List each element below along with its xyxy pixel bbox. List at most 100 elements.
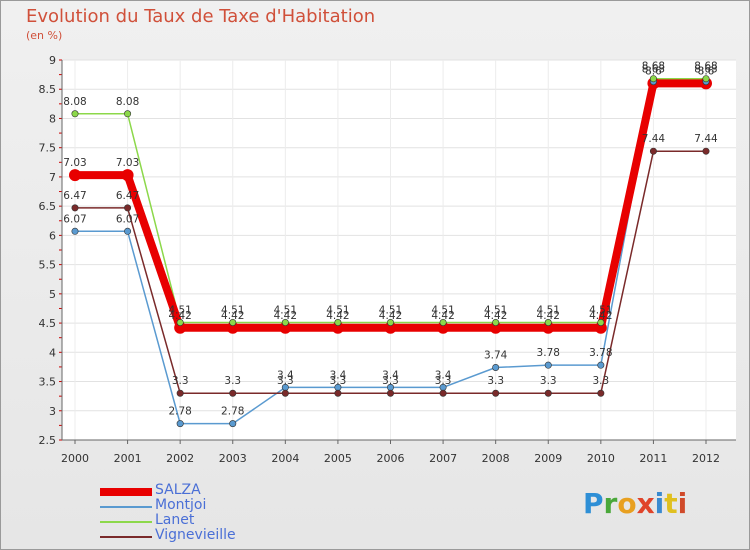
data-label-lanet: 8.08	[63, 96, 86, 108]
y-tick-label: 6	[49, 229, 56, 242]
data-label-lanet: 4.51	[168, 304, 191, 316]
data-point-lanet	[597, 318, 605, 326]
data-point-vignevieille	[544, 389, 552, 397]
data-point-salza	[542, 321, 555, 334]
legend-swatch-lanet	[100, 521, 152, 523]
data-point-vignevieille	[702, 147, 710, 155]
data-point-lanet	[334, 318, 342, 326]
y-tick-label: 5.5	[39, 259, 57, 272]
y-tick-label: 5	[49, 288, 56, 301]
data-point-montjoi	[492, 364, 500, 372]
data-label-montjoi: 3.4	[382, 369, 399, 381]
data-label-lanet: 4.51	[379, 304, 402, 316]
x-tick-label: 2008	[482, 452, 510, 465]
data-label-montjoi: 3.4	[277, 369, 294, 381]
data-label-montjoi: 8.63	[694, 64, 717, 76]
data-label-lanet: 4.51	[274, 304, 297, 316]
data-label-salza: 4.42	[537, 310, 560, 322]
x-tick-label: 2012	[692, 452, 720, 465]
data-label-vignevieille: 6.47	[116, 190, 139, 202]
y-tick-label: 4	[49, 346, 56, 359]
data-point-montjoi	[71, 227, 79, 235]
data-point-vignevieille	[124, 204, 132, 212]
data-label-vignevieille: 7.44	[694, 133, 718, 145]
data-point-salza	[331, 321, 344, 334]
data-point-salza	[69, 169, 81, 182]
data-label-vignevieille: 3.3	[224, 375, 241, 387]
data-label-montjoi: 6.07	[63, 213, 86, 225]
data-label-montjoi: 6.07	[116, 213, 139, 225]
logo-letter: P	[583, 487, 604, 520]
data-point-montjoi	[597, 361, 605, 369]
data-label-vignevieille: 3.3	[435, 375, 452, 387]
data-label-lanet: 4.51	[484, 304, 507, 316]
data-label-salza: 4.42	[589, 310, 612, 322]
y-tick-label: 9	[49, 54, 56, 67]
data-point-vignevieille	[229, 389, 237, 397]
data-point-salza	[384, 321, 397, 334]
x-tick-label: 2002	[166, 452, 194, 465]
legend-label-lanet: Lanet	[155, 512, 195, 528]
data-label-lanet: 4.51	[537, 304, 560, 316]
data-point-vignevieille	[649, 147, 657, 155]
x-tick-label: 2009	[534, 452, 562, 465]
x-tick-label: 2006	[377, 452, 405, 465]
data-label-vignevieille: 3.3	[330, 375, 347, 387]
logo-letter: r	[603, 487, 618, 520]
data-label-lanet: 8.08	[116, 96, 139, 108]
data-label-salza: 4.42	[326, 310, 349, 322]
data-label-vignevieille: 3.3	[487, 375, 504, 387]
x-tick-label: 2000	[61, 452, 89, 465]
data-label-montjoi: 3.78	[537, 347, 560, 359]
legend-swatch-vignevieille	[100, 536, 152, 538]
y-tick-label: 3	[49, 405, 56, 418]
data-label-montjoi: 3.74	[484, 350, 508, 362]
data-point-lanet	[124, 110, 132, 118]
y-tick-label: 6.5	[39, 200, 57, 213]
data-point-lanet	[176, 318, 184, 326]
data-label-vignevieille: 7.44	[642, 133, 666, 145]
data-label-vignevieille: 6.47	[63, 190, 86, 202]
data-point-montjoi	[544, 361, 552, 369]
data-point-lanet	[386, 318, 394, 326]
logo-letter: i	[677, 487, 688, 520]
data-label-lanet: 8.68	[694, 61, 717, 73]
data-point-vignevieille	[597, 389, 605, 397]
data-label-salza: 4.42	[431, 310, 454, 322]
y-tick-label: 7	[49, 171, 56, 184]
proxiti-logo: Proxiti	[583, 487, 687, 520]
chart-title: Evolution du Taux de Taxe d'Habitation	[26, 6, 376, 27]
data-label-lanet: 4.51	[326, 304, 349, 316]
data-label-salza: 4.42	[168, 310, 191, 322]
y-tick-label: 2.5	[39, 434, 57, 447]
logo-letter: x	[636, 487, 655, 520]
data-label-salza: 8.6	[645, 65, 662, 77]
legend-label-vignevieille: Vignevieille	[155, 527, 236, 543]
data-point-salza	[279, 321, 292, 334]
data-label-salza: 7.03	[63, 157, 86, 169]
data-label-montjoi: 8.63	[642, 64, 665, 76]
data-point-lanet	[702, 75, 710, 83]
data-label-salza: 4.42	[274, 310, 297, 322]
data-point-lanet	[281, 318, 289, 326]
data-label-salza: 4.42	[221, 310, 244, 322]
y-tick-label: 8.5	[39, 83, 57, 96]
x-tick-label: 2010	[587, 452, 615, 465]
data-point-lanet	[544, 318, 552, 326]
data-label-montjoi: 3.78	[589, 347, 612, 359]
x-tick-label: 2007	[429, 452, 457, 465]
legend-label-montjoi: Montjoi	[155, 497, 207, 513]
x-tick-label: 2004	[271, 452, 299, 465]
data-point-montjoi	[176, 420, 184, 428]
data-label-montjoi: 2.78	[221, 406, 244, 418]
y-tick-label: 8	[49, 112, 56, 125]
data-point-lanet	[229, 318, 237, 326]
data-point-salza	[594, 321, 607, 334]
data-label-salza: 4.42	[484, 310, 507, 322]
data-label-vignevieille: 3.3	[172, 375, 189, 387]
logo-letter: o	[617, 487, 637, 520]
data-point-lanet	[492, 318, 500, 326]
data-label-salza: 7.03	[116, 157, 139, 169]
y-tick-label: 3.5	[39, 376, 57, 389]
